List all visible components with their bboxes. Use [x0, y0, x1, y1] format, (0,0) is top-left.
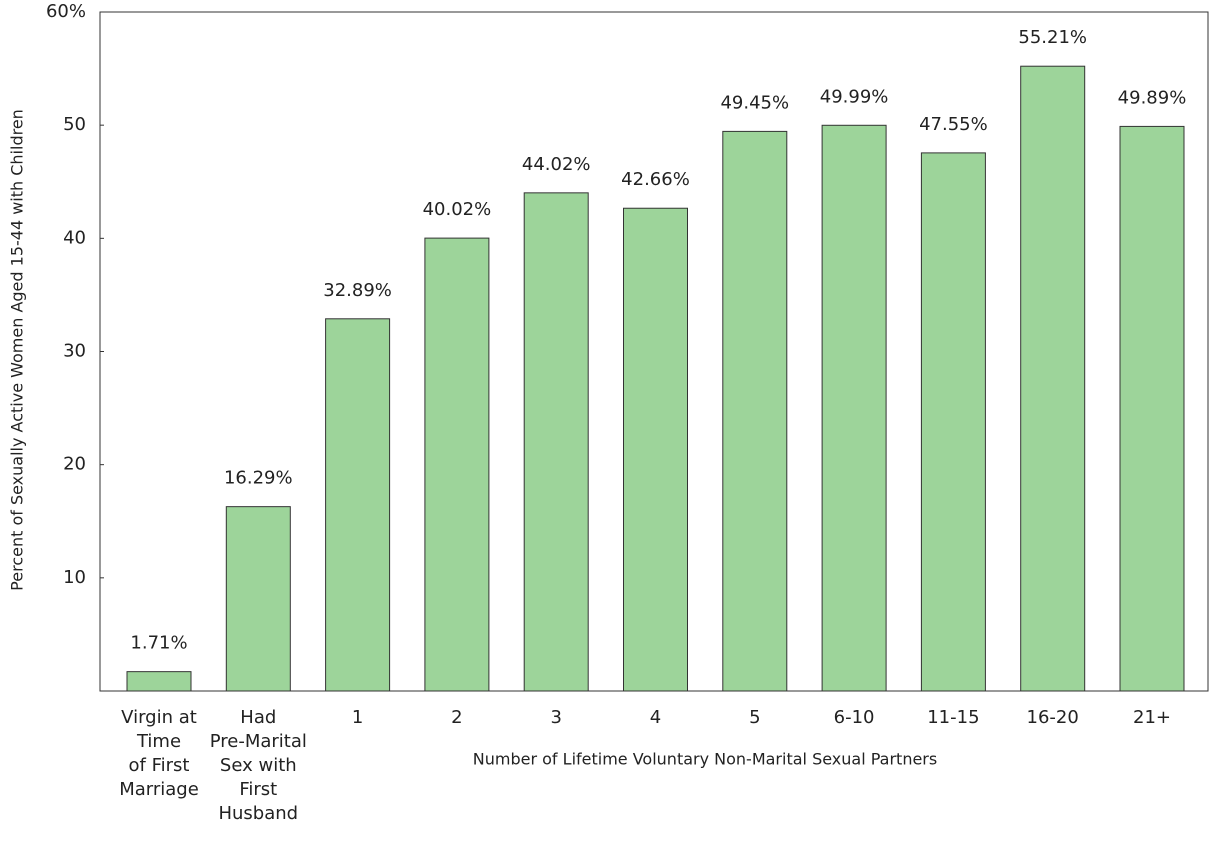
bar: [920, 152, 986, 692]
x-tick-label: 11-15: [927, 707, 980, 728]
y-tick-label: 50: [63, 114, 86, 135]
bar: [722, 130, 788, 692]
value-label: 47.55%: [919, 114, 988, 135]
bar: [821, 124, 887, 692]
y-tick-label: 30: [63, 341, 86, 362]
bar: [1020, 65, 1086, 692]
x-tick-label: 3: [550, 707, 562, 728]
x-tick-label: 21+: [1133, 707, 1171, 728]
x-tick-label: 2: [451, 707, 463, 728]
x-tick-label: 6-10: [833, 707, 875, 728]
y-tick-label: 40: [63, 227, 86, 248]
bar: [225, 506, 291, 692]
value-label: 32.89%: [323, 280, 392, 301]
x-tick-label: Had Pre-Marital Sex with First Husband: [209, 707, 307, 824]
value-label: 42.66%: [621, 169, 690, 190]
bar: [424, 237, 490, 692]
value-label: 44.02%: [522, 154, 591, 175]
bar: [623, 207, 688, 692]
x-tick-label: 1: [351, 707, 364, 728]
value-label: 16.29%: [224, 468, 293, 489]
bar: [325, 318, 391, 692]
value-label: 40.02%: [423, 199, 492, 220]
value-label: 49.45%: [720, 92, 789, 113]
bar: [126, 671, 192, 692]
bar: [1119, 125, 1185, 692]
y-tick-label: 60%: [46, 1, 86, 22]
y-tick-label: 20: [63, 454, 86, 475]
value-label: 49.99%: [820, 86, 889, 107]
y-tick-label: 10: [63, 567, 86, 588]
x-axis-label: Number of Lifetime Voluntary Non-Marital…: [473, 750, 937, 769]
x-tick-label: 16-20: [1026, 707, 1079, 728]
value-label: 49.89%: [1118, 87, 1187, 108]
value-label: 55.21%: [1018, 27, 1087, 48]
bar: [523, 192, 589, 692]
value-label: 1.71%: [130, 633, 187, 654]
x-tick-label: Virgin at Time of First Marriage: [119, 707, 199, 800]
x-tick-label: 5: [749, 707, 761, 728]
y-axis-label: Percent of Sexually Active Women Aged 15…: [8, 109, 27, 591]
x-tick-label: 4: [649, 707, 662, 728]
